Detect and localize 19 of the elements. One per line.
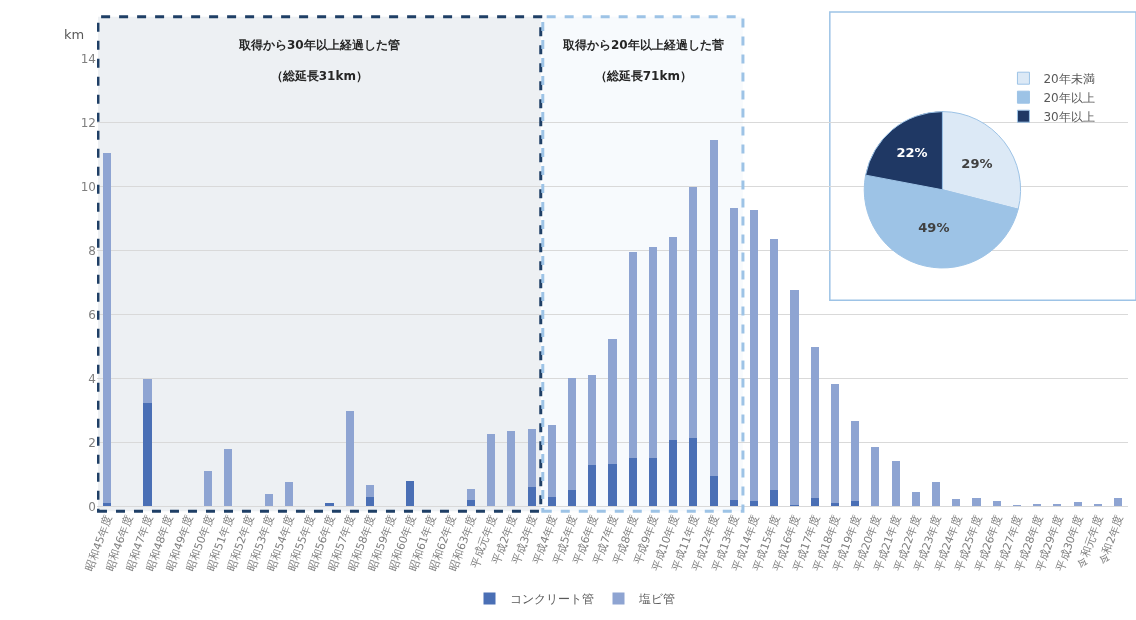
text: 取得から20年以上経過した菅（総延長71km） xyxy=(563,38,724,84)
y-tick-label: 0 xyxy=(88,499,96,514)
legend-label: 塩ビ管 xyxy=(637,592,675,607)
data-label: 49% xyxy=(918,220,950,236)
y-tick-label: 10 xyxy=(80,179,96,194)
legend-label: 30年以上 xyxy=(1043,109,1095,124)
legend-label: コンクリート管 xyxy=(509,592,594,607)
legend-label: 20年以上 xyxy=(1043,90,1095,105)
y-axis-title: km xyxy=(64,27,85,42)
y-tick-label: 12 xyxy=(80,115,96,130)
y-tick-label: 4 xyxy=(88,371,96,386)
y-tick-label: 6 xyxy=(88,307,96,322)
data-label: 29% xyxy=(961,155,993,171)
y-tick-label: 8 xyxy=(88,243,96,258)
y-tick-label: 2 xyxy=(88,435,96,450)
text: 取得から30年以上経過した管（総延長31km） xyxy=(239,38,400,84)
legend-label: 20年未満 xyxy=(1043,71,1095,86)
data-label: 22% xyxy=(896,145,928,161)
y-tick-label: 14 xyxy=(80,52,96,66)
